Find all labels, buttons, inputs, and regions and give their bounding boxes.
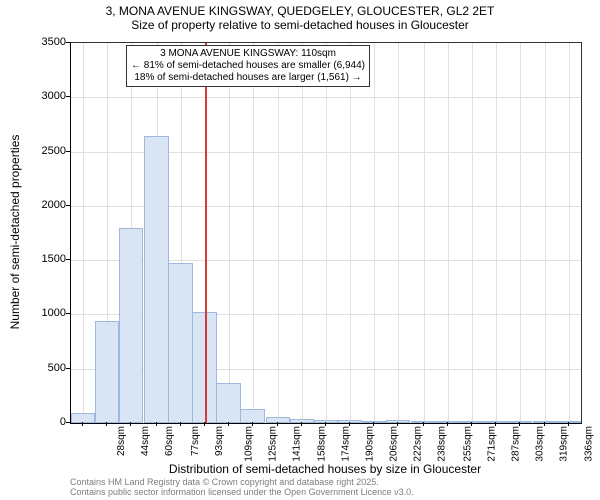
x-tick-mark	[544, 422, 545, 426]
footer: Contains HM Land Registry data © Crown c…	[70, 478, 414, 498]
x-tick-label: 238sqm	[437, 426, 448, 462]
y-tick-label: 2500	[16, 145, 66, 157]
x-tick-label: 60sqm	[164, 426, 175, 456]
x-tick-mark	[397, 422, 398, 426]
histogram-bar	[240, 409, 264, 423]
x-tick-mark	[204, 422, 205, 426]
x-tick-mark	[301, 422, 302, 426]
x-tick-mark	[471, 422, 472, 426]
gridline-v	[229, 43, 230, 423]
histogram-bar	[71, 413, 95, 423]
gridline-v	[496, 43, 497, 423]
x-tick-label: 158sqm	[317, 426, 328, 462]
x-tick-label: 222sqm	[413, 426, 424, 462]
x-tick-label: 174sqm	[341, 426, 352, 462]
y-axis-label: Number of semi-detached properties	[8, 135, 22, 330]
gridline-v	[569, 43, 570, 423]
x-tick-label: 287sqm	[510, 426, 521, 462]
x-tick-mark	[423, 422, 424, 426]
x-tick-mark	[180, 422, 181, 426]
x-tick-label: 28sqm	[116, 426, 127, 456]
annotation-box: 3 MONA AVENUE KINGSWAY: 110sqm ← 81% of …	[126, 45, 370, 87]
gridline-v	[424, 43, 425, 423]
plot-area: 3 MONA AVENUE KINGSWAY: 110sqm ← 81% of …	[70, 42, 582, 424]
gridline-v	[253, 43, 254, 423]
x-axis-label: Distribution of semi-detached houses by …	[70, 462, 580, 476]
x-tick-label: 319sqm	[558, 426, 569, 462]
chart-title-line1: 3, MONA AVENUE KINGSWAY, QUEDGELEY, GLOU…	[0, 4, 600, 18]
chart-title-line2: Size of property relative to semi-detach…	[0, 18, 600, 32]
gridline-v	[520, 43, 521, 423]
gridline-v	[326, 43, 327, 423]
x-tick-label: 190sqm	[365, 426, 376, 462]
gridline-v	[350, 43, 351, 423]
histogram-bar	[144, 136, 168, 423]
histogram-bar	[119, 228, 143, 423]
x-tick-label: 141sqm	[291, 426, 302, 462]
annotation-line2: ← 81% of semi-detached houses are smalle…	[131, 60, 365, 72]
annotation-line1: 3 MONA AVENUE KINGSWAY: 110sqm	[131, 48, 365, 60]
x-tick-label: 336sqm	[584, 426, 595, 462]
annotation-line3: 18% of semi-detached houses are larger (…	[131, 72, 365, 84]
x-tick-mark	[82, 422, 83, 426]
x-tick-label: 206sqm	[389, 426, 400, 462]
x-tick-mark	[130, 422, 131, 426]
x-tick-mark	[228, 422, 229, 426]
y-tick-label: 500	[16, 362, 66, 374]
x-tick-mark	[495, 422, 496, 426]
x-tick-label: 44sqm	[140, 426, 151, 456]
x-tick-label: 93sqm	[214, 426, 225, 456]
gridline-v	[374, 43, 375, 423]
x-tick-label: 125sqm	[267, 426, 278, 462]
x-tick-mark	[106, 422, 107, 426]
x-tick-mark	[325, 422, 326, 426]
x-tick-mark	[156, 422, 157, 426]
histogram-bar	[95, 321, 119, 423]
histogram-bar	[168, 263, 192, 423]
x-tick-label: 255sqm	[462, 426, 473, 462]
x-tick-mark	[277, 422, 278, 426]
y-tick-label: 1500	[16, 253, 66, 265]
gridline-v	[83, 43, 84, 423]
x-tick-label: 109sqm	[243, 426, 254, 462]
histogram-bar	[216, 383, 240, 423]
x-tick-mark	[252, 422, 253, 426]
gridline-v	[545, 43, 546, 423]
y-tick-label: 2000	[16, 199, 66, 211]
marker-line	[205, 43, 207, 423]
x-tick-label: 77sqm	[190, 426, 201, 456]
footer-line2: Contains public sector information licen…	[70, 488, 414, 498]
x-tick-label: 271sqm	[486, 426, 497, 462]
x-tick-mark	[568, 422, 569, 426]
gridline-v	[278, 43, 279, 423]
chart-container: 3, MONA AVENUE KINGSWAY, QUEDGELEY, GLOU…	[0, 0, 600, 500]
x-tick-mark	[519, 422, 520, 426]
gridline-v	[398, 43, 399, 423]
gridline-v	[302, 43, 303, 423]
x-tick-mark	[447, 422, 448, 426]
x-tick-mark	[349, 422, 350, 426]
gridline-v	[472, 43, 473, 423]
gridline-v	[448, 43, 449, 423]
x-tick-mark	[373, 422, 374, 426]
x-tick-label: 303sqm	[534, 426, 545, 462]
y-tick-label: 3000	[16, 90, 66, 102]
y-tick-label: 1000	[16, 307, 66, 319]
y-tick-label: 3500	[16, 36, 66, 48]
y-tick-label: 0	[16, 416, 66, 428]
